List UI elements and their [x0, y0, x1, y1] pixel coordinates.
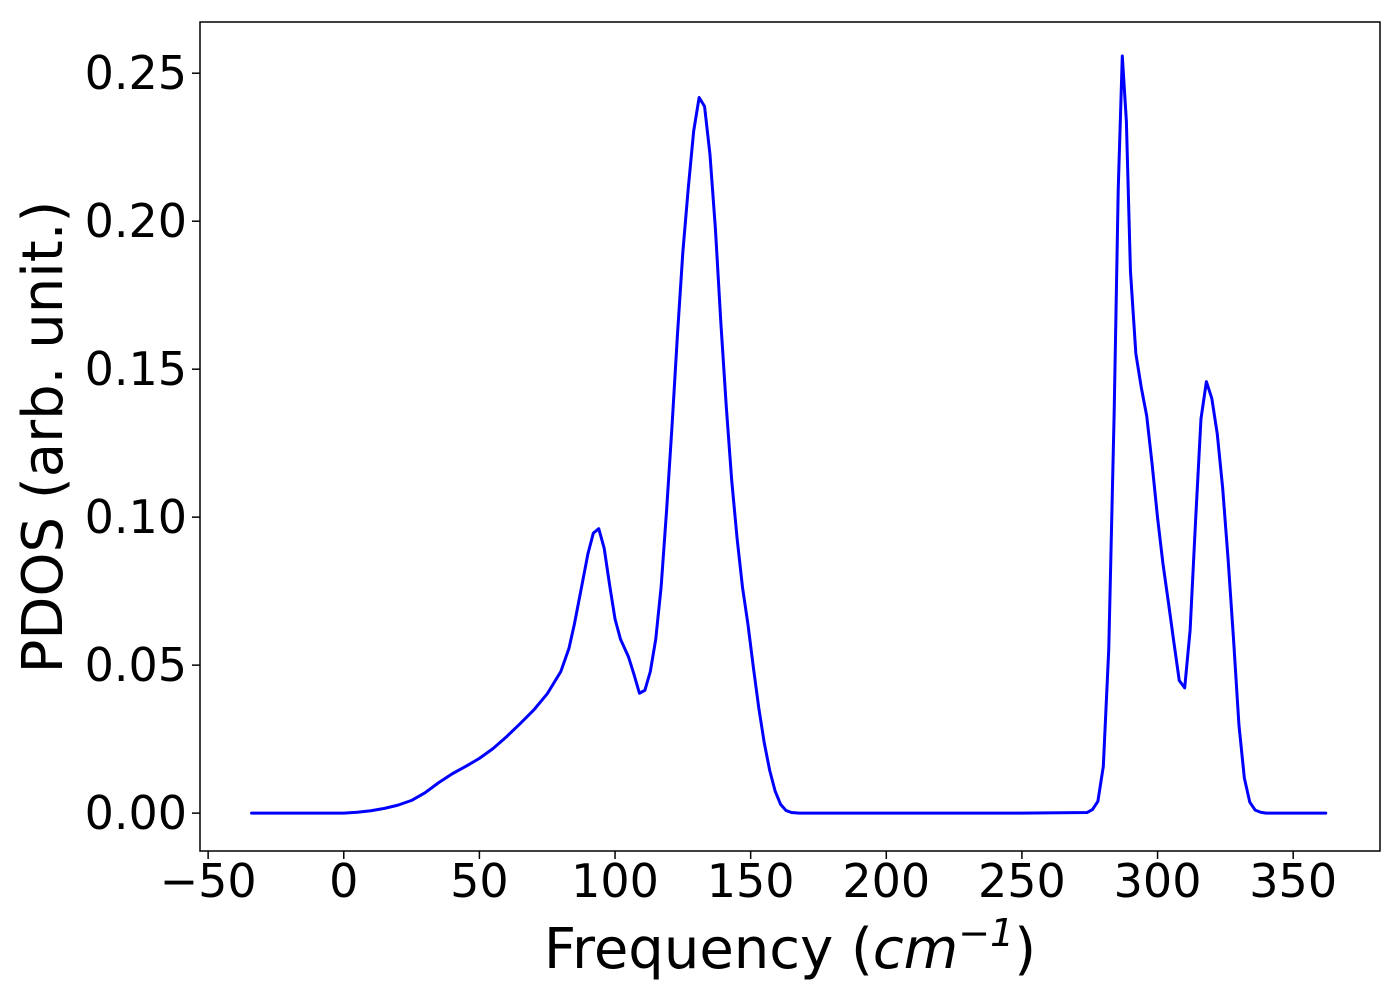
y-axis-ticks: 0.00 0.05 0.10 0.15 0.20 0.25 [85, 46, 200, 840]
x-tick-label: 250 [978, 854, 1066, 908]
x-tick-label: −50 [160, 854, 257, 908]
x-tick-label: 350 [1249, 854, 1337, 908]
y-tick-label: 0.05 [85, 638, 187, 692]
x-tick-label: 50 [450, 854, 509, 908]
y-tick-label: 0.20 [85, 194, 187, 248]
plot-border [199, 21, 1381, 852]
y-tick-label: 0.15 [85, 342, 187, 396]
x-tick-label: 300 [1114, 854, 1202, 908]
x-tick-label: 0 [329, 854, 358, 908]
y-tick-label: 0.25 [85, 46, 187, 100]
pdos-series-line [250, 54, 1328, 815]
plot-group [250, 54, 1328, 815]
x-tick-label: 100 [571, 854, 659, 908]
x-tick-label: 150 [707, 854, 795, 908]
plot-frame [199, 21, 1381, 852]
x-tick-label: 200 [842, 854, 930, 908]
x-axis-ticks: −50 0 50 100 150 200 250 300 350 [160, 851, 1337, 908]
y-tick-label: 0.00 [85, 786, 187, 840]
y-tick-label: 0.10 [85, 490, 187, 544]
x-axis-label: Frequency (cm−1) [544, 911, 1036, 982]
y-axis-label: PDOS (arb. unit.) [11, 201, 76, 674]
